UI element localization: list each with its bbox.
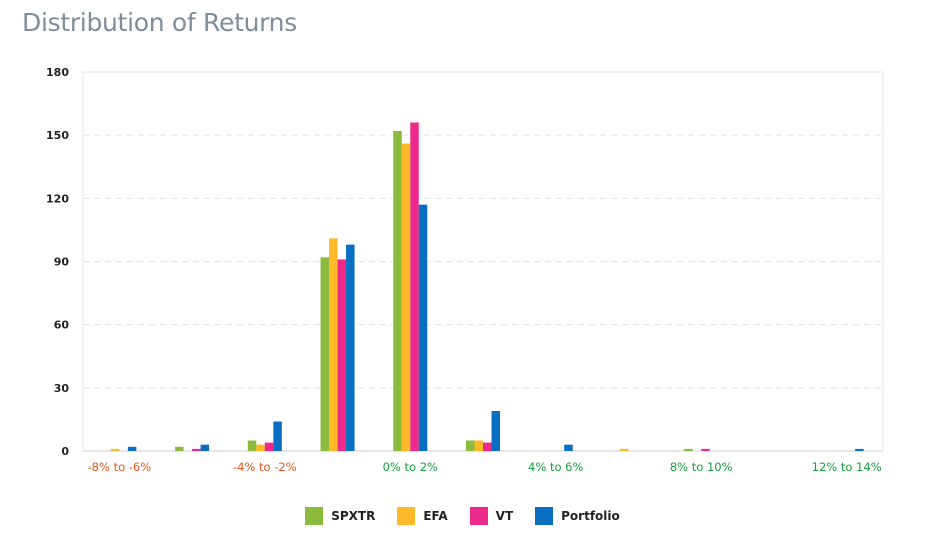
bar-efa-4 bbox=[401, 143, 411, 452]
legend-item-spxtr[interactable]: SPXTR bbox=[305, 507, 375, 525]
bar-vt-8 bbox=[701, 448, 710, 451]
legend-swatch bbox=[469, 507, 488, 525]
bar-vt-2 bbox=[264, 442, 274, 451]
bar-portfolio-6 bbox=[564, 444, 573, 451]
bar-efa-5 bbox=[474, 440, 483, 451]
y-tick-label: 120 bbox=[46, 192, 69, 205]
legend-item-efa[interactable]: EFA bbox=[397, 507, 448, 525]
y-tick-label: 150 bbox=[46, 129, 69, 142]
bar-vt-1 bbox=[192, 448, 201, 451]
page-title: Distribution of Returns bbox=[22, 8, 297, 37]
x-tick-label: -8% to -6% bbox=[88, 460, 152, 474]
chart: 0 30 60 90 120 150 180 -8% to -6% -4% to -2% 0% t… bbox=[46, 66, 884, 474]
x-tick-label: -4% to -2% bbox=[233, 460, 297, 474]
bar-portfolio-1 bbox=[200, 444, 210, 451]
bar-portfolio-3 bbox=[346, 244, 355, 451]
legend-item-vt[interactable]: VT bbox=[469, 507, 514, 525]
bar-spxtr-2 bbox=[247, 440, 257, 451]
legend: SPXTR EFA VT Portfolio bbox=[0, 507, 925, 525]
bar-vt-4 bbox=[410, 122, 419, 452]
bar-portfolio-10 bbox=[855, 448, 864, 451]
y-tick-label: 30 bbox=[54, 382, 70, 395]
bar-efa-7 bbox=[619, 448, 629, 451]
bar-spxtr-5 bbox=[466, 440, 475, 451]
legend-swatch bbox=[305, 507, 324, 525]
bar-efa-2 bbox=[256, 444, 265, 451]
bar-vt-3 bbox=[337, 259, 347, 451]
x-tick-label: 12% to 14% bbox=[812, 460, 882, 474]
bar-portfolio-5 bbox=[491, 410, 500, 451]
y-tick-label: 90 bbox=[54, 256, 70, 269]
bar-spxtr-3 bbox=[320, 257, 330, 451]
x-tick-label: 0% to 2% bbox=[383, 460, 438, 474]
bar-vt-5 bbox=[483, 442, 492, 451]
bar-spxtr-4 bbox=[393, 130, 402, 451]
legend-label: VT bbox=[495, 509, 514, 523]
bar-spxtr-8 bbox=[684, 448, 693, 451]
bar-spxtr-1 bbox=[175, 446, 184, 451]
legend-item-portfolio[interactable]: Portfolio bbox=[535, 507, 620, 525]
bar-portfolio-0 bbox=[127, 446, 137, 451]
y-tick-label: 180 bbox=[46, 66, 69, 79]
legend-swatch bbox=[397, 507, 416, 525]
bar-efa-0 bbox=[110, 448, 120, 451]
bar-portfolio-4 bbox=[418, 204, 428, 451]
legend-swatch bbox=[535, 507, 554, 525]
legend-label: Portfolio bbox=[561, 509, 620, 523]
legend-label: SPXTR bbox=[331, 509, 376, 523]
legend-label: EFA bbox=[423, 509, 448, 523]
y-tick-label: 0 bbox=[61, 445, 69, 458]
bar-efa-3 bbox=[329, 238, 338, 451]
y-tick-label: 60 bbox=[54, 319, 70, 332]
x-tick-label: 8% to 10% bbox=[670, 460, 733, 474]
x-tick-label: 4% to 6% bbox=[528, 460, 583, 474]
bar-portfolio-2 bbox=[273, 421, 282, 451]
